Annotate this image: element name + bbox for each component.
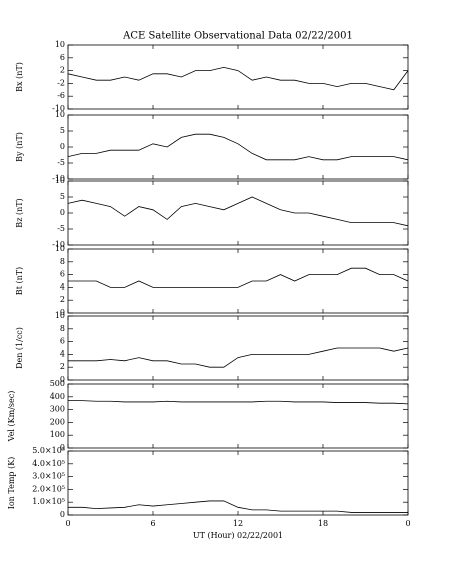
panel-frame [67,450,409,516]
y-tick-label: 4 [60,349,65,358]
x-axis-label: UT (Hour) 02/22/2001 [193,531,283,540]
panel-frame [67,114,409,180]
y-tick-label: 1.0×10⁵ [32,497,65,506]
data-line [68,400,409,405]
y-axis-label: Vel (Km/sec) [7,391,16,443]
y-tick-label: 0 [60,142,65,151]
data-line [67,196,409,227]
y-tick-label: 10 [55,110,65,119]
y-tick-label: 5 [60,126,65,135]
y-tick-label: 6 [60,270,65,279]
x-tick-label: 12 [233,519,243,528]
y-tick-label: 4.0×10⁵ [32,459,65,468]
y-tick-label: 0 [60,208,65,217]
chart-title: ACE Satellite Observational Data 02/22/2… [122,31,353,42]
y-tick-label: 2 [60,295,65,304]
y-tick-label: 3.0×10⁵ [32,472,65,481]
y-tick-label: -10 [52,240,65,249]
panel-frame [67,44,409,110]
panel-frame [67,180,409,246]
y-tick-label: 400 [50,392,65,401]
x-tick-label: 6 [150,519,155,528]
y-tick-label: 8 [60,324,65,333]
data-line [68,347,409,368]
y-tick-label: 8 [60,257,65,266]
y-axis-label: Bz (nT) [15,198,24,227]
y-tick-label: 300 [50,405,65,414]
y-axis-label: Den (1/cc) [15,327,24,369]
y-tick-label: 10 [55,176,65,185]
y-tick-label: 5.0×10⁵ [32,446,65,455]
y-axis-label: Bx (nT) [15,62,24,92]
y-tick-label: 4 [60,282,65,291]
x-tick-label: 0 [65,519,70,528]
y-tick-label: 5 [60,192,65,201]
y-axis-label: Ion Temp (K) [7,457,16,510]
y-axis-label: By (nT) [15,132,24,162]
y-axis-label: Bt (nT) [15,267,24,295]
y-tick-label: 500 [50,379,65,388]
y-tick-label: 6 [60,53,65,62]
data-line [67,133,409,161]
y-tick-label: 0 [60,308,65,317]
y-tick-label: -10 [52,174,65,183]
y-tick-label: 10 [55,244,65,253]
y-tick-label: 2 [60,362,65,371]
x-tick-label: 18 [318,519,328,528]
y-tick-label: -6 [57,91,65,100]
y-tick-label: 10 [55,311,65,320]
panel-frame [67,248,409,314]
panel-frame [67,383,409,449]
y-tick-label: 0 [60,443,65,452]
y-tick-label: 100 [50,430,65,439]
y-tick-label: -5 [57,158,65,167]
y-tick-label: 2 [60,66,65,75]
y-tick-label: 0 [60,375,65,384]
x-tick-label: 0 [405,519,410,528]
y-tick-label: 10 [55,40,65,49]
y-tick-label: 6 [60,337,65,346]
y-tick-label: -2 [57,78,65,87]
data-line [67,66,409,91]
y-tick-label: 200 [50,417,65,426]
y-tick-label: 2.0×10⁵ [32,484,65,493]
data-line [68,267,409,288]
y-tick-label: -10 [52,104,65,113]
data-line [68,500,408,513]
y-tick-label: 0 [60,510,65,519]
y-tick-label: -5 [57,224,65,233]
